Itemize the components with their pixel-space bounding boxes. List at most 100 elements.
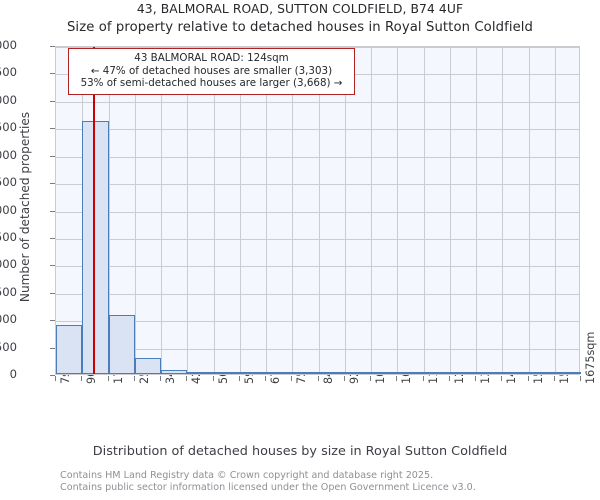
annotation-box: 43 BALMORAL ROAD: 124sqm ← 47% of detach… bbox=[68, 48, 355, 95]
histogram-bar bbox=[239, 372, 266, 374]
x-tick-mark bbox=[81, 376, 83, 381]
annotation-line-3: 53% of semi-detached houses are larger (… bbox=[80, 77, 343, 89]
y-tick-mark bbox=[50, 375, 55, 376]
gridline-vertical bbox=[108, 47, 110, 374]
gridline-vertical bbox=[528, 47, 530, 374]
gridline-vertical bbox=[187, 47, 189, 374]
y-tick-label: 500 bbox=[0, 339, 17, 354]
gridline-horizontal bbox=[56, 47, 579, 48]
footer-attribution: Contains HM Land Registry data © Crown c… bbox=[60, 470, 580, 493]
y-tick-label: 5000 bbox=[0, 92, 17, 107]
histogram-bar bbox=[161, 370, 188, 374]
x-tick-mark bbox=[265, 376, 266, 381]
y-tick-mark bbox=[50, 347, 55, 349]
property-marker-line bbox=[92, 47, 95, 374]
y-tick-mark bbox=[50, 183, 55, 185]
y-tick-label: 1500 bbox=[0, 284, 17, 299]
gridline-vertical bbox=[554, 47, 556, 374]
x-tick-mark bbox=[55, 376, 56, 381]
histogram-bar bbox=[318, 372, 345, 374]
y-tick-label: 2000 bbox=[0, 257, 17, 272]
y-tick-label: 5500 bbox=[0, 65, 17, 80]
y-tick-mark bbox=[50, 73, 55, 75]
gridline-horizontal bbox=[56, 266, 579, 268]
x-tick-mark bbox=[527, 376, 529, 381]
page-title: 43, BALMORAL ROAD, SUTTON COLDFIELD, B74… bbox=[136, 2, 464, 16]
y-tick-mark bbox=[50, 237, 55, 239]
gridline-vertical bbox=[344, 47, 346, 374]
x-tick-mark bbox=[291, 376, 293, 381]
gridline-vertical bbox=[134, 47, 136, 374]
histogram-bar bbox=[344, 372, 371, 374]
gridline-vertical bbox=[397, 47, 399, 374]
x-tick-mark bbox=[396, 376, 398, 381]
plot-area bbox=[55, 46, 581, 375]
gridline-vertical bbox=[266, 47, 267, 374]
y-tick-mark bbox=[50, 128, 55, 130]
y-tick-mark bbox=[50, 100, 55, 102]
histogram-bar bbox=[554, 372, 581, 374]
x-tick-mark bbox=[133, 376, 135, 381]
y-tick-label: 3500 bbox=[0, 175, 17, 190]
histogram-bar bbox=[266, 372, 293, 374]
x-tick-label: 1675sqm bbox=[584, 331, 597, 384]
gridline-horizontal bbox=[56, 129, 579, 131]
footer-line-2: Contains public sector information licen… bbox=[60, 481, 476, 493]
gridline-horizontal bbox=[56, 156, 579, 158]
x-tick-mark bbox=[107, 376, 109, 381]
y-tick-mark bbox=[50, 320, 55, 322]
histogram-bar bbox=[371, 372, 398, 374]
x-tick-mark bbox=[475, 376, 476, 381]
x-tick-mark bbox=[212, 376, 214, 381]
y-tick-label: 6000 bbox=[0, 38, 17, 52]
gridline-vertical bbox=[476, 47, 477, 374]
gridline-horizontal bbox=[56, 101, 579, 103]
x-tick-mark bbox=[317, 376, 319, 381]
x-tick-mark bbox=[448, 376, 450, 381]
x-tick-mark bbox=[186, 376, 188, 381]
gridline-horizontal bbox=[56, 184, 579, 186]
y-tick-mark bbox=[50, 210, 55, 212]
histogram-bar bbox=[108, 314, 135, 374]
gridline-horizontal bbox=[56, 348, 579, 350]
x-tick-mark bbox=[343, 376, 345, 381]
gridline-vertical bbox=[161, 47, 162, 374]
gridline-vertical bbox=[423, 47, 425, 374]
y-tick-mark bbox=[50, 155, 55, 157]
footer-line-1: Contains HM Land Registry data © Crown c… bbox=[60, 470, 434, 481]
x-tick-mark bbox=[580, 376, 581, 381]
gridline-horizontal bbox=[56, 238, 579, 240]
gridline-vertical bbox=[502, 47, 504, 374]
histogram-bar bbox=[476, 372, 503, 374]
histogram-bar bbox=[423, 372, 450, 374]
gridline-vertical bbox=[449, 47, 451, 374]
x-tick-mark bbox=[501, 376, 503, 381]
x-tick-mark bbox=[370, 376, 371, 381]
histogram-bar bbox=[449, 372, 476, 374]
y-tick-label: 3000 bbox=[0, 202, 17, 217]
x-tick-mark bbox=[553, 376, 555, 381]
histogram-bar bbox=[502, 372, 529, 374]
histogram-bar bbox=[397, 372, 424, 374]
gridline-vertical bbox=[239, 47, 241, 374]
gridline-vertical bbox=[213, 47, 215, 374]
histogram-bar bbox=[187, 371, 214, 374]
x-axis-title: Distribution of detached houses by size … bbox=[92, 444, 508, 459]
x-tick-mark bbox=[422, 376, 424, 381]
histogram-bar bbox=[82, 121, 109, 374]
histogram-bar bbox=[56, 324, 83, 374]
y-tick-label: 2500 bbox=[0, 229, 17, 244]
histogram-bar bbox=[134, 358, 161, 374]
gridline-horizontal bbox=[56, 321, 579, 323]
histogram-bars bbox=[56, 47, 581, 374]
x-tick-mark bbox=[160, 376, 161, 381]
gridline-horizontal bbox=[56, 211, 579, 213]
gridline-vertical bbox=[318, 47, 320, 374]
y-tick-label: 4000 bbox=[0, 147, 17, 162]
x-tick-mark bbox=[238, 376, 240, 381]
gridline-vertical bbox=[292, 47, 294, 374]
histogram-bar bbox=[292, 372, 319, 374]
y-tick-label: 1000 bbox=[0, 312, 17, 327]
y-tick-label: 4500 bbox=[0, 120, 17, 135]
